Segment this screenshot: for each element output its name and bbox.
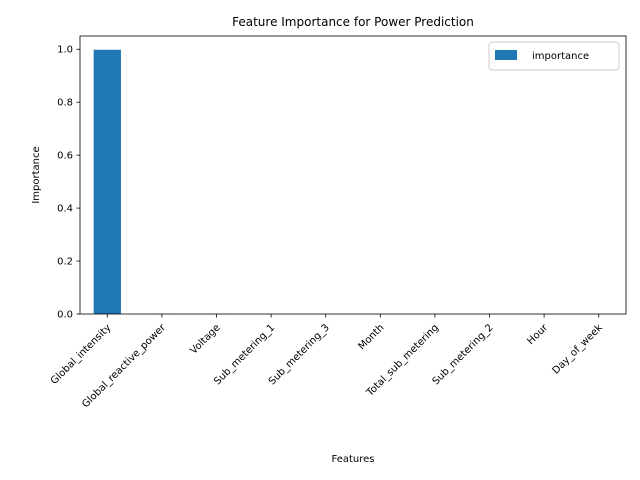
legend-frame (488, 41, 620, 71)
plot-frame (79, 35, 627, 315)
y-tick-label: 0.4 (57, 204, 73, 215)
x-axis-label: Features (332, 454, 375, 465)
x-tick-label: Hour (525, 322, 550, 347)
x-tick-label: Global_intensity (49, 322, 114, 387)
chart-title: Feature Importance for Power Prediction (232, 15, 474, 29)
y-tick-label: 0.2 (57, 257, 73, 268)
bars-group (93, 49, 613, 315)
bar-global-intensity (93, 49, 121, 315)
x-tick-label: Day_of_week (551, 322, 605, 376)
y-tick-label: 0.8 (57, 98, 73, 109)
legend-label: importance (532, 51, 589, 62)
legend: importance (488, 41, 620, 71)
y-axis-label: Importance (31, 146, 42, 203)
y-tick-label: 0.6 (57, 151, 73, 162)
y-tick-label: 0.0 (57, 310, 73, 321)
y-axis: 0.0 0.2 0.4 0.6 0.8 1.0 (57, 45, 80, 321)
x-tick-label: Sub_metering_2 (431, 322, 496, 387)
y-tick-label: 1.0 (57, 45, 73, 56)
legend-swatch (495, 50, 517, 60)
x-tick-label: Sub_metering_3 (267, 322, 332, 387)
x-tick-label: Month (356, 322, 386, 352)
x-tick-label: Voltage (188, 322, 222, 356)
